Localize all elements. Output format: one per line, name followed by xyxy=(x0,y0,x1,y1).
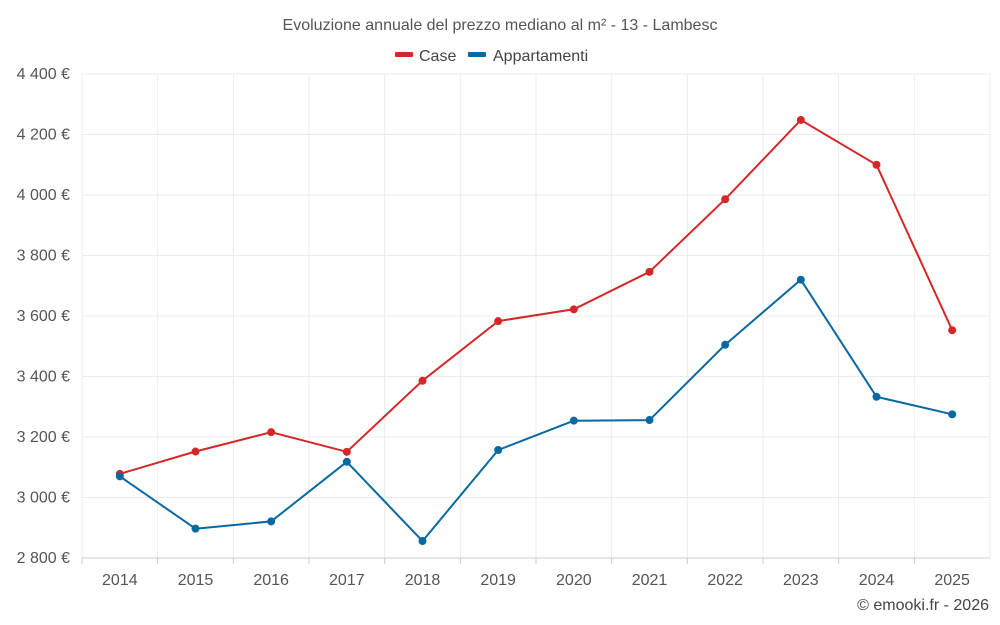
data-point-case-2024 xyxy=(872,160,881,169)
data-point-appartamenti-2023 xyxy=(796,275,805,284)
y-tick-label: 3 000 € xyxy=(17,490,70,507)
data-point-appartamenti-2015 xyxy=(191,524,200,533)
series-line-appartamenti xyxy=(119,278,953,543)
x-tick-label: 2020 xyxy=(556,572,592,589)
legend-swatch-case xyxy=(395,52,413,57)
data-point-case-2020 xyxy=(569,305,578,314)
legend-label-case[interactable]: Case xyxy=(419,48,456,65)
x-tick-label: 2019 xyxy=(480,572,516,589)
data-point-case-2023 xyxy=(796,115,805,124)
data-point-case-2022 xyxy=(721,195,730,204)
x-tick-label: 2018 xyxy=(405,572,441,589)
x-tick-label: 2021 xyxy=(632,572,668,589)
y-tick-label: 4 400 € xyxy=(17,66,70,83)
data-point-appartamenti-2019 xyxy=(494,446,503,455)
data-point-appartamenti-2018 xyxy=(418,537,427,546)
x-tick-label: 2014 xyxy=(102,572,138,589)
x-tick-label: 2016 xyxy=(253,572,289,589)
x-tick-label: 2024 xyxy=(859,572,895,589)
credit-text: © emooki.fr - 2026 xyxy=(857,597,989,614)
data-point-appartamenti-2014 xyxy=(115,472,124,481)
y-tick-label: 2 800 € xyxy=(17,550,70,567)
y-tick-label: 3 200 € xyxy=(17,429,70,446)
x-axis-tick-labels: 2014 2015 2016 2017 2018 2019 2020 2021 2022 2023… xyxy=(81,558,970,589)
data-point-case-2015 xyxy=(191,447,200,456)
y-axis-tick-labels: 2 800 € 3 000 € 3 200 € 3 400 € 3 600 € 3 800… xyxy=(17,66,70,567)
data-point-case-2017 xyxy=(342,447,351,456)
x-tick-label: 2017 xyxy=(329,572,365,589)
data-point-case-2019 xyxy=(494,317,503,326)
y-tick-label: 4 200 € xyxy=(17,127,70,144)
data-point-appartamenti-2016 xyxy=(267,517,276,526)
data-point-case-2021 xyxy=(645,267,654,276)
data-point-appartamenti-2020 xyxy=(569,416,578,425)
data-point-case-2016 xyxy=(267,428,276,437)
y-tick-label: 3 400 € xyxy=(17,369,70,386)
y-tick-label: 3 600 € xyxy=(17,308,70,325)
x-tick-label: 2022 xyxy=(707,572,743,589)
legend-label-appartamenti[interactable]: Appartamenti xyxy=(493,48,588,65)
data-point-appartamenti-2025 xyxy=(948,410,957,419)
legend-swatch-appartamenti xyxy=(468,52,486,57)
x-tick-label: 2015 xyxy=(178,572,214,589)
data-point-case-2025 xyxy=(948,326,957,335)
data-point-appartamenti-2024 xyxy=(872,392,881,401)
series-line-case xyxy=(119,119,954,475)
data-point-appartamenti-2022 xyxy=(721,340,730,349)
y-tick-label: 3 800 € xyxy=(17,248,70,265)
data-point-appartamenti-2017 xyxy=(342,457,351,466)
data-point-appartamenti-2021 xyxy=(645,416,654,425)
series-points xyxy=(115,115,957,546)
x-tick-label: 2023 xyxy=(783,572,819,589)
chart-title: Evoluzione annuale del prezzo mediano al… xyxy=(283,17,718,34)
y-tick-label: 4 000 € xyxy=(17,187,70,204)
series-lines xyxy=(119,119,954,543)
legend: Case Appartamenti xyxy=(395,48,588,65)
data-point-case-2018 xyxy=(418,376,427,385)
x-tick-label: 2025 xyxy=(934,572,970,589)
